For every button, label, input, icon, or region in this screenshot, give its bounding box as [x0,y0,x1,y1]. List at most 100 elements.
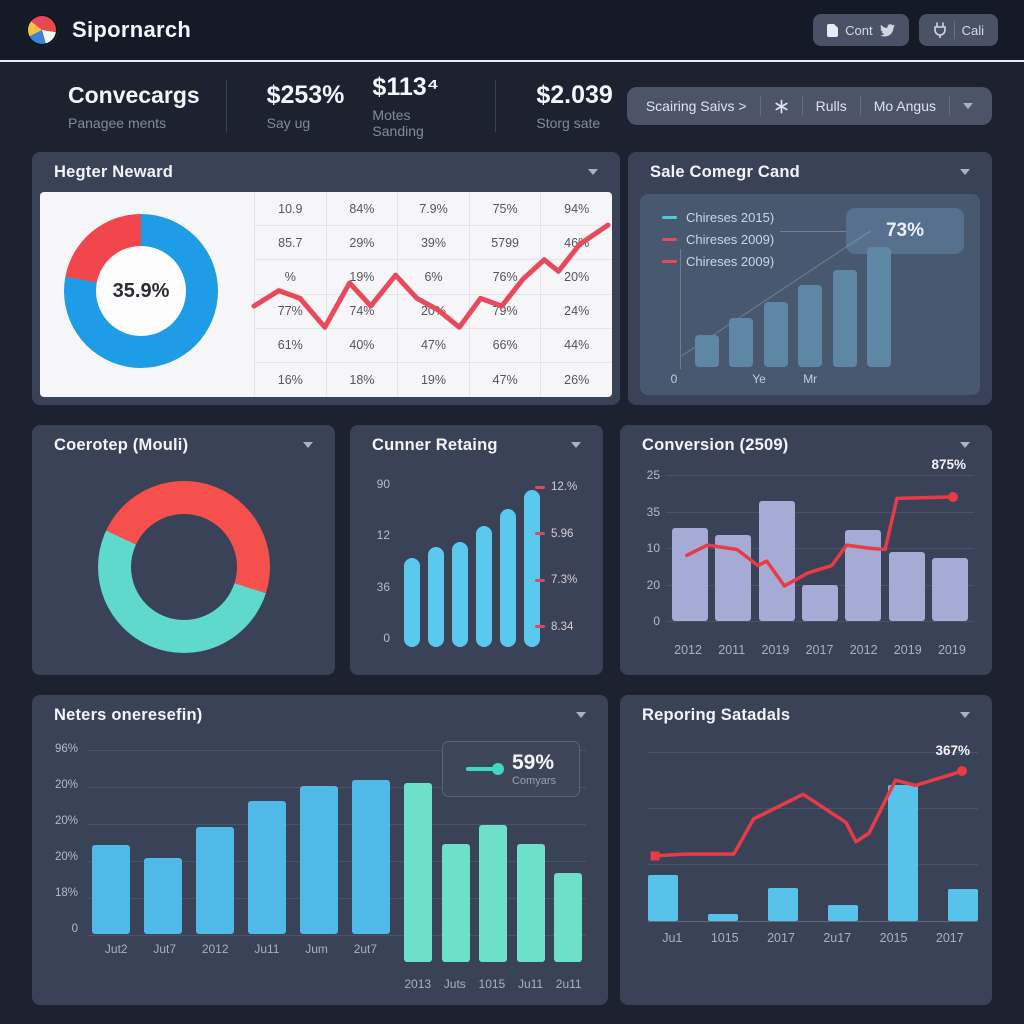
axis-label: 10 [646,541,660,555]
legend-item: 7.3% [535,574,595,586]
axis-label: 2012 [674,643,702,657]
bar-series-teal [404,777,582,962]
toolbar-item-mo-angus[interactable]: Mo Angus [873,98,936,114]
legend-label: 5.96 [551,527,574,540]
panel-conversion: Conversion (2509) 25 35 10 20 0 875% 2012 201… [620,425,992,675]
line-endpoint-label: 875% [931,457,966,472]
stats-subtitle: Panagee ments [68,114,167,131]
cont-button[interactable]: Cont [813,14,909,46]
axis-label: 2013 [404,977,432,991]
axis-label: 20% [54,851,78,863]
bar-series [695,237,891,367]
panel-title: Neters oneresefin) [54,705,203,724]
axis-label: 0 [670,372,678,386]
bar [554,873,582,962]
axis-label: 2015 [879,931,908,945]
chevron-down-icon[interactable] [960,169,970,175]
line-dot-icon [465,763,504,775]
bar [196,826,234,934]
table-cell: 84% [325,192,398,227]
bar [866,247,891,367]
chevron-down-icon[interactable] [303,442,313,448]
asterisk-icon [775,99,788,113]
twitter-icon [879,23,895,36]
chevron-down-icon[interactable] [588,169,598,175]
x-axis-labels: 2012 2011 2019 2017 2012 2019 2019 [666,643,974,657]
x-axis-labels: 0 Ye Mr [640,372,980,388]
table-cell: 44% [540,328,612,363]
donut-chart: 35.9% [64,214,218,368]
filter-toolbar: Scairing Saivs > Rulls Mo Angus [626,87,992,125]
axis-label: 2019 [761,643,790,657]
y-axis-line [680,249,681,369]
table-cell: 10.9 [254,192,326,227]
line-endpoint-dot [956,766,967,777]
axis-label: 20% [54,815,78,827]
legend-label: Chireses 2009) [686,232,775,247]
chevron-down-icon[interactable] [960,442,970,448]
donut-center-label: 35.9% [112,279,170,302]
stat-label: Say ug [266,115,311,131]
toolbar-asterisk-button[interactable] [761,99,802,114]
bar [524,489,540,647]
document-icon [827,22,840,37]
badge-connector [780,231,846,232]
legend-dash-icon [535,625,545,629]
axis-label: 90 [376,477,390,491]
axis-label: 2012 [849,643,878,657]
axis-label: 25 [646,468,660,482]
bar [248,800,286,934]
legend-item: 8.34 [535,621,595,633]
chevron-down-icon[interactable] [960,712,970,718]
bar [452,541,468,647]
bar [708,913,738,921]
bar [801,584,838,621]
stats-title: Convecargs [68,81,200,108]
stat-value: $113⁴ [372,73,440,101]
axis-label: 35 [646,504,660,519]
bar [404,557,420,647]
chevron-down-icon[interactable] [576,712,586,718]
bar [695,334,719,367]
axis-label: 0 [383,630,390,645]
table-cell: 75% [468,192,541,227]
panel-header: Coerotep (Mouli) [32,425,335,465]
axis-label: 1015 [478,977,506,991]
panel-header: Reporing Satadals [620,695,992,735]
legend-label: 7.3% [551,574,578,587]
bar-series [404,485,540,647]
legend-label: 8.34 [551,620,574,633]
bar [92,845,130,934]
toolbar-item-rulls[interactable]: Rulls [815,98,847,114]
bar [479,825,507,962]
chevron-down-icon[interactable] [571,442,581,448]
panel-title: Reporing Satadals [642,705,791,724]
bar [300,786,338,934]
panel-header: Conversion (2509) [620,425,992,465]
toolbar-item-scairing[interactable]: Scairing Saivs > [645,98,747,114]
donut-chart [98,481,270,653]
panel-sale-comegr: Sale Comegr Cand Chireses 2015) Chireses … [628,152,992,405]
bar-series [648,745,978,921]
bar [441,843,470,962]
stat-value: $2.039 [536,81,613,109]
table-cell: 24% [540,294,612,329]
panel-header: Sale Comegr Cand [628,152,992,192]
toolbar-dropdown-button[interactable] [950,103,986,109]
axis-label: 2012 [201,942,229,956]
axis-label: 20 [646,577,660,592]
table-cell: 74% [325,294,398,329]
stat-motes: $113⁴ Motes Sanding [372,73,455,139]
legend-item: 12.% [535,481,595,493]
bar [672,527,708,621]
panel-header: Neters oneresefin) [32,695,608,735]
red-line-series [672,475,968,621]
bar-series [672,475,968,621]
topbar-actions: Cont Cali [813,14,998,46]
panel-title: Cunner Retaing [372,435,498,454]
app-title: Sipornarch [72,17,192,42]
table-cell: 29% [325,226,398,261]
axis-label: 2u11 [555,977,582,991]
cali-button[interactable]: Cali [918,14,998,46]
